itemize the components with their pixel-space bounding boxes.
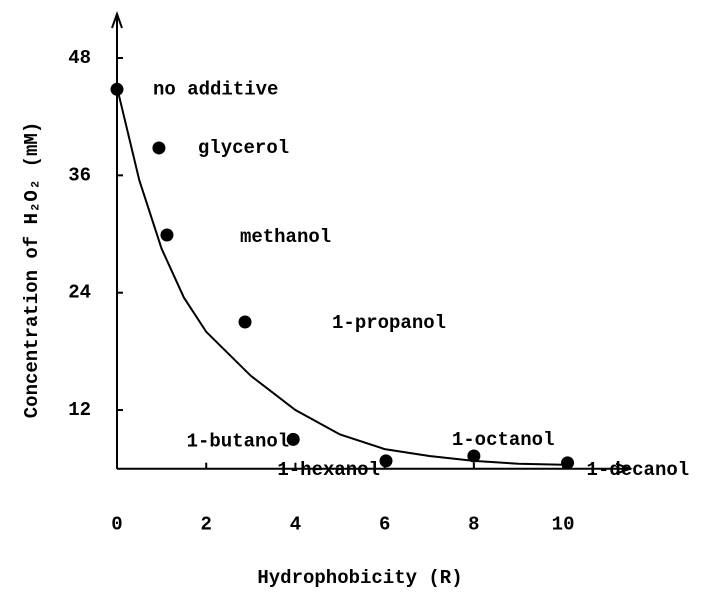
x-tick-label: 4 bbox=[290, 514, 301, 536]
y-axis-label: Concentration of H₂O₂ (mM) bbox=[21, 122, 43, 418]
data-point bbox=[238, 315, 252, 329]
x-tick-label: 6 bbox=[379, 514, 390, 536]
point-label: 1-octanol bbox=[452, 429, 555, 451]
x-tick-label: 10 bbox=[552, 514, 575, 536]
point-label: 1-butanol bbox=[187, 430, 290, 452]
y-tick-label: 36 bbox=[68, 164, 91, 186]
data-point bbox=[286, 432, 300, 446]
fit-curve bbox=[116, 87, 564, 466]
data-point bbox=[379, 454, 393, 468]
point-label: glycerol bbox=[198, 137, 289, 159]
point-label: 1-hexanol bbox=[277, 459, 380, 481]
point-label: 1-decanol bbox=[587, 459, 690, 481]
x-axis-arrow bbox=[615, 462, 633, 475]
y-tick-label: 24 bbox=[68, 282, 91, 304]
x-tick-label: 2 bbox=[201, 514, 212, 536]
point-label: no additive bbox=[153, 78, 278, 100]
point-label: 1-propanol bbox=[332, 312, 446, 334]
y-tick-label: 48 bbox=[68, 47, 91, 69]
x-tick-label: 8 bbox=[468, 514, 479, 536]
data-point bbox=[152, 141, 166, 155]
point-label: methanol bbox=[240, 226, 331, 248]
data-point bbox=[561, 456, 575, 470]
data-point bbox=[160, 228, 174, 242]
x-tick-label: 0 bbox=[111, 514, 122, 536]
x-axis-label: Hydrophobicity (R) bbox=[257, 567, 462, 589]
y-tick-label: 12 bbox=[68, 399, 91, 421]
data-point bbox=[110, 82, 124, 96]
y-axis-arrow bbox=[111, 11, 123, 29]
data-point bbox=[467, 449, 481, 463]
